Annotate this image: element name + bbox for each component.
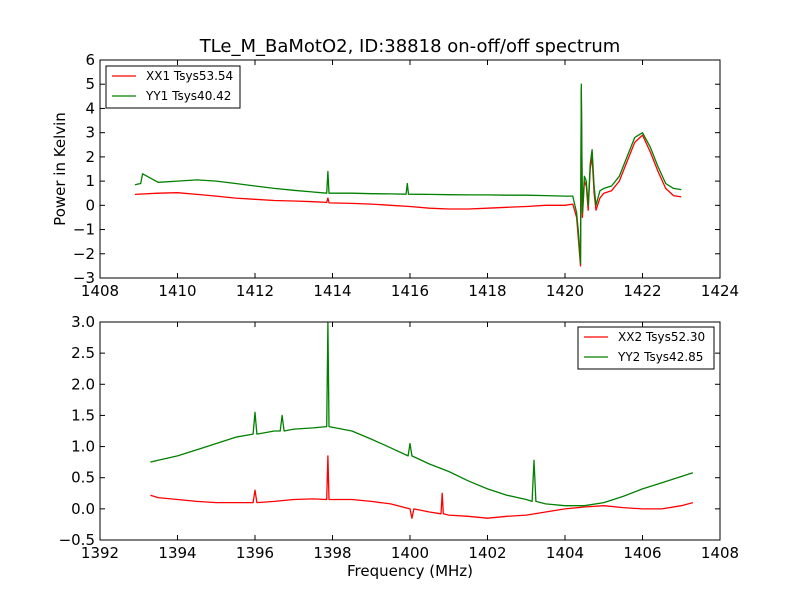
x-axis-label: Frequency (MHz) [347,562,473,580]
y-tick-label: 1 [85,172,95,190]
legend: XX1 Tsys53.54 YY1 Tsys40.42 [105,65,241,109]
x-tick-label: 1418 [468,282,506,300]
series-line-2-2 [150,322,694,507]
x-tick-label: 1408 [701,544,739,562]
chart-title: TLe_M_BaMotO2, ID:38818 on-off/off spect… [199,36,621,57]
chart-panel-2: 1392 1394 1396 1398 1400 1402 1404 1406 1408 −0.5… [59,313,740,580]
y-tick-label: 0 [85,196,95,214]
x-tick-label: 1424 [701,282,739,300]
x-tick-label: 1422 [623,282,661,300]
y-tick-label: −3 [73,269,95,287]
legend-entry: XX2 Tsys52.30 [618,330,705,344]
x-tick-label: 1398 [313,544,351,562]
x-tick-label: 1402 [468,544,506,562]
x-tick-label: 1416 [391,282,429,300]
x-tick-label: 1392 [81,544,119,562]
y-tick-label: 1.0 [71,438,95,456]
x-tick-label: 1406 [623,544,661,562]
y-tick-label: −2 [73,245,95,263]
x-tick-label: 1420 [546,282,584,300]
x-tick-label: 1396 [236,544,274,562]
y-tick-label: 1.5 [71,406,95,424]
x-tick-label: 1414 [313,282,351,300]
x-tick-label: 1400 [391,544,429,562]
x-tick-label: 1404 [546,544,584,562]
x-tick-label: 1408 [81,282,119,300]
y-tick-label: 4 [85,99,95,117]
y-tick-label: −0.5 [59,531,95,549]
y-tick-label: 3 [85,124,95,142]
y-tick-label: 5 [85,75,95,93]
y-tick-label: 6 [85,51,95,69]
y-tick-label: 0.5 [71,469,95,487]
y-axis-label: Power in Kelvin [51,112,69,226]
x-tick-label: 1410 [158,282,196,300]
x-tick-label: 1394 [158,544,196,562]
y-tick-label: 3.0 [71,313,95,331]
legend-entry: YY2 Tsys42.85 [617,350,703,364]
legend-entry: YY1 Tsys40.42 [145,89,231,103]
y-tick-label: 2.0 [71,375,95,393]
y-tick-label: 0.0 [71,500,95,518]
legend-entry: XX1 Tsys53.54 [146,69,233,83]
legend: XX2 Tsys52.30 YY2 Tsys42.85 [577,326,715,370]
series-line-1-1 [134,88,682,267]
series-line-1-2 [134,83,682,265]
y-tick-label: 2 [85,148,95,166]
legend-box [577,326,715,370]
y-tick-label: 2.5 [71,344,95,362]
y-tick-label: −1 [73,221,95,239]
chart-panel-1: TLe_M_BaMotO2, ID:38818 on-off/off spect… [51,36,739,300]
x-tick-label: 1412 [236,282,274,300]
series-line-2-1 [150,455,694,519]
legend-box [105,65,241,109]
